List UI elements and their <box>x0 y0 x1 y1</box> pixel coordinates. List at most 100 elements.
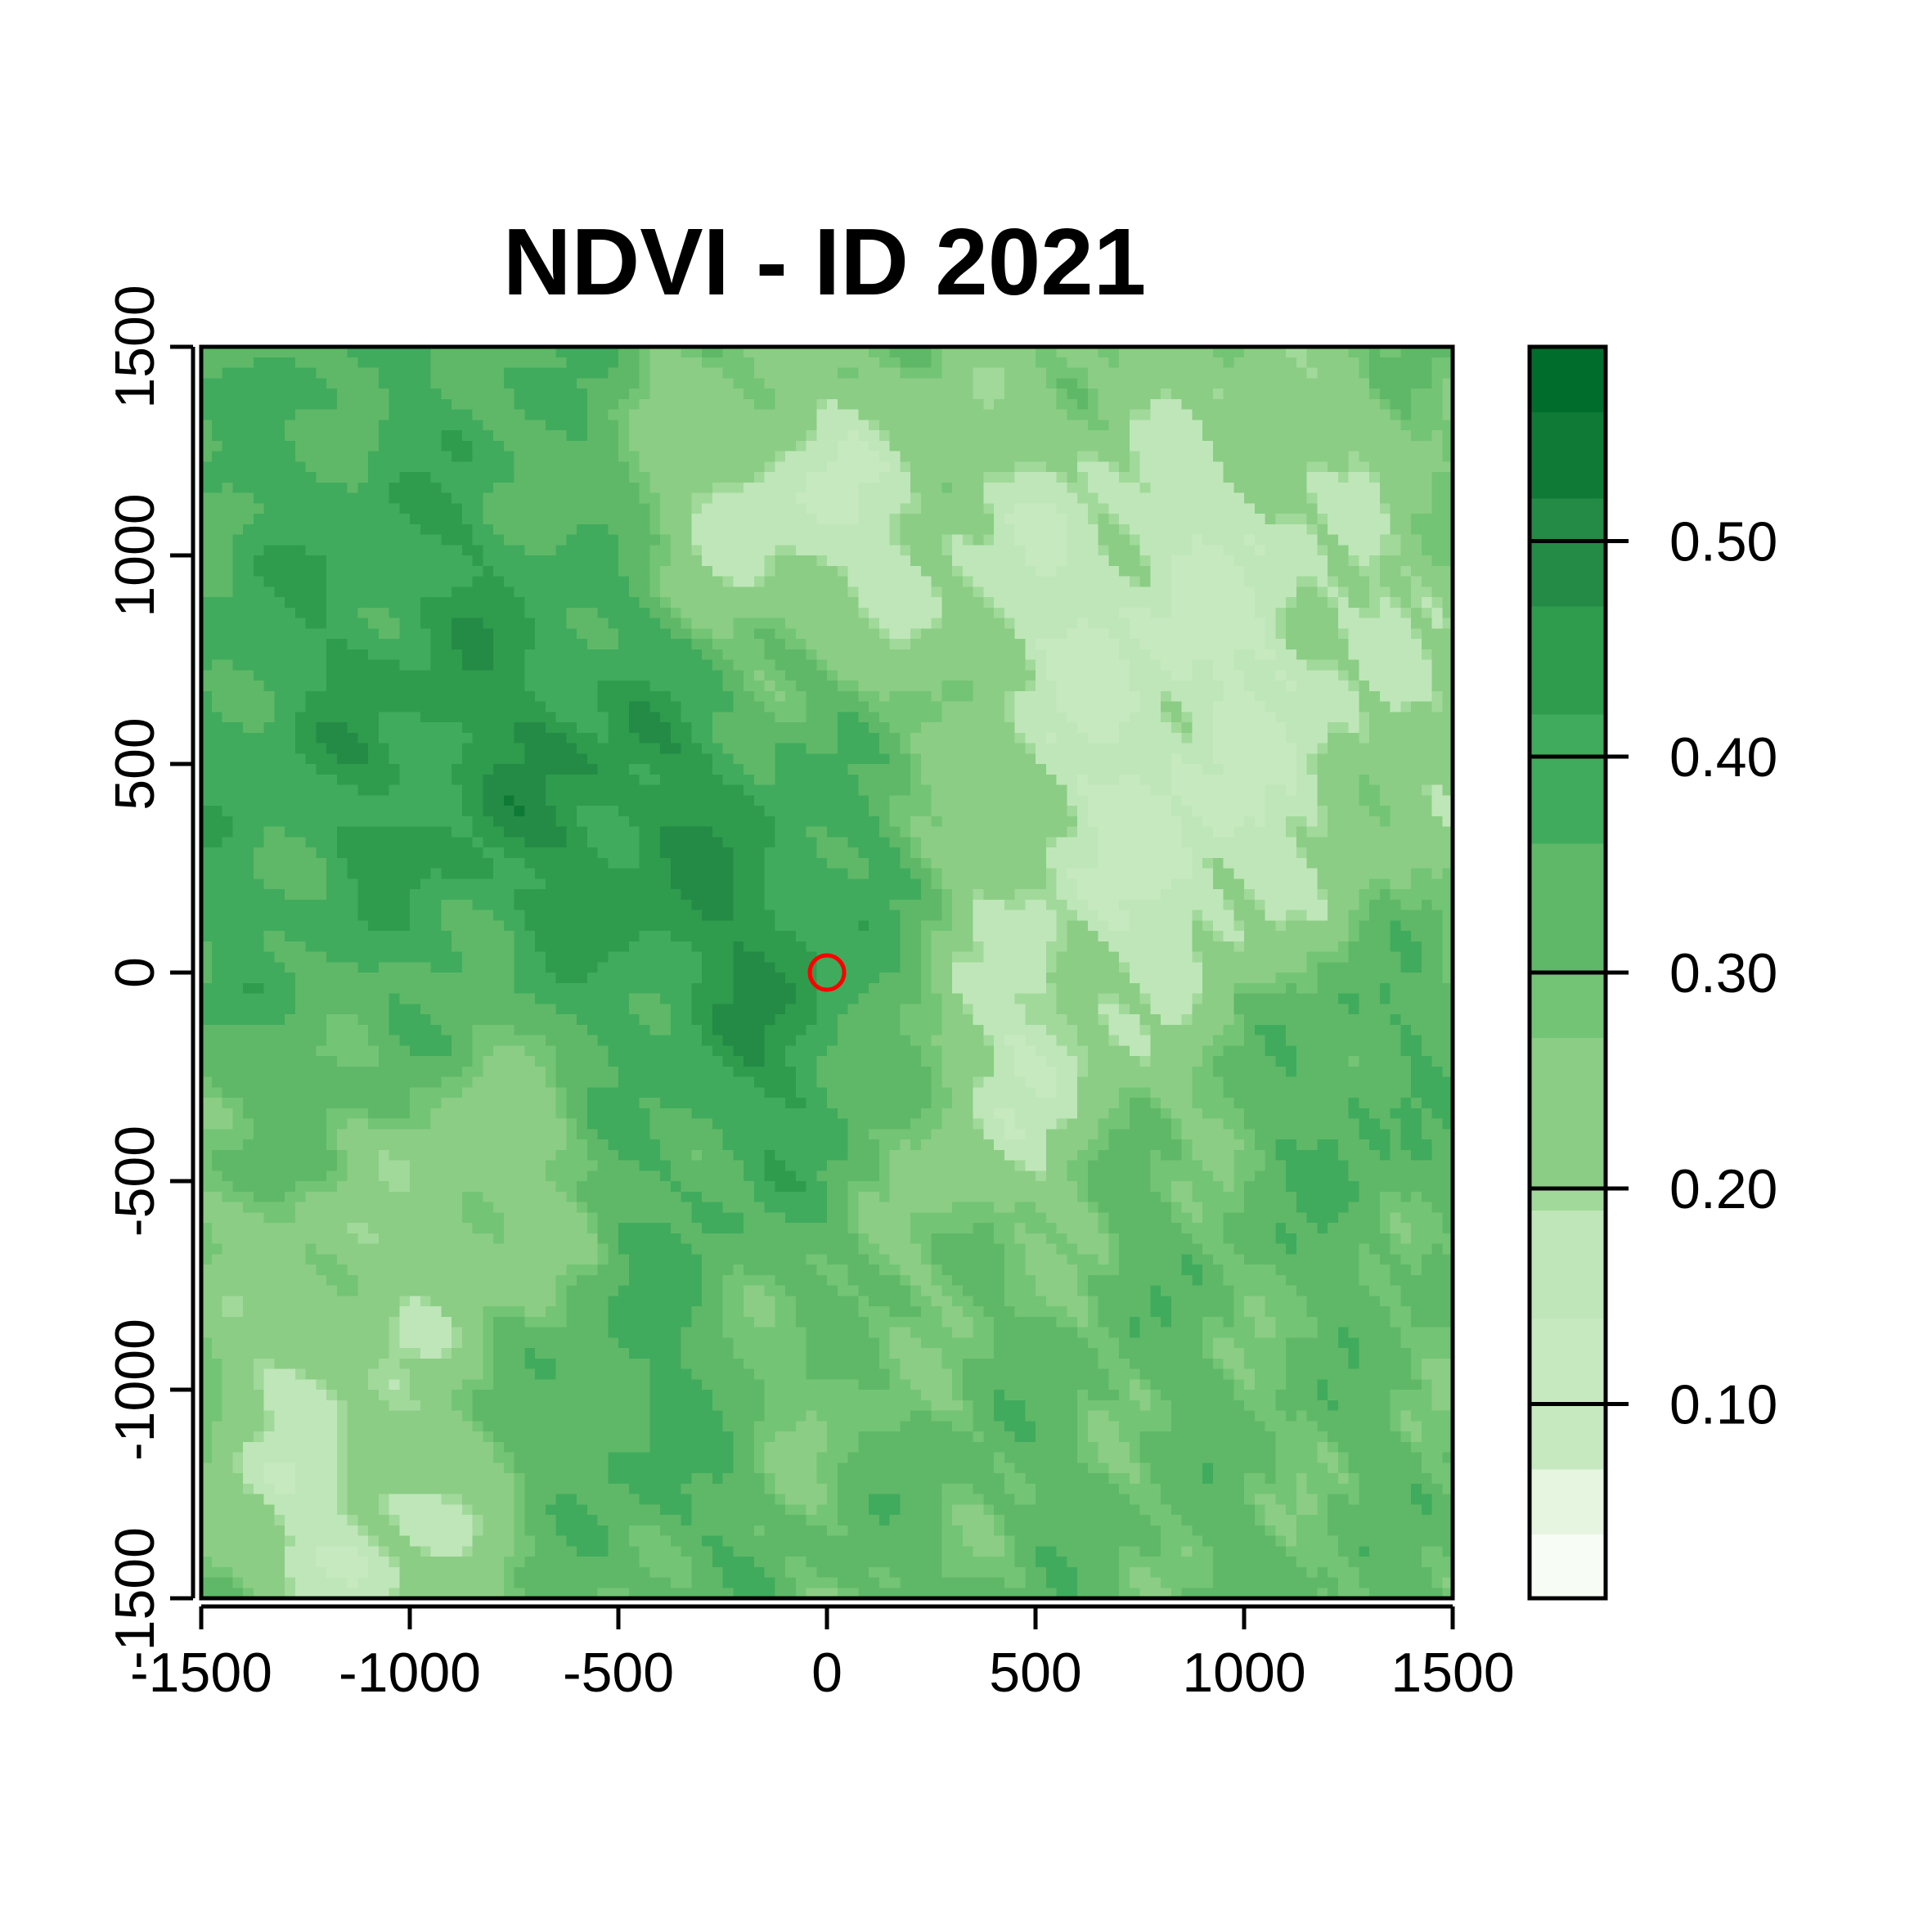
raster-cell <box>1025 586 1037 599</box>
raster-cell <box>702 347 713 358</box>
raster-cell <box>285 555 296 567</box>
raster-cell <box>910 607 922 619</box>
raster-cell <box>827 555 838 567</box>
raster-cell <box>858 440 870 452</box>
raster-cell <box>545 618 557 630</box>
raster-cell <box>1244 597 1256 609</box>
raster-cell <box>753 555 766 567</box>
raster-cell <box>1056 440 1068 452</box>
raster-cell <box>253 347 265 358</box>
raster-cell <box>1296 367 1308 380</box>
raster-cell <box>869 639 880 650</box>
raster-cell <box>274 576 286 588</box>
raster-cell <box>357 712 370 724</box>
raster-cell <box>222 357 234 369</box>
raster-cell <box>1087 743 1099 755</box>
raster-cell <box>535 576 546 588</box>
raster-cell <box>378 743 390 755</box>
raster-cell <box>1004 420 1016 432</box>
raster-cell <box>1431 451 1444 463</box>
raster-cell <box>973 753 985 766</box>
raster-cell <box>994 764 1005 775</box>
raster-cell <box>1421 347 1433 358</box>
raster-cell <box>649 722 662 734</box>
raster-cell <box>1119 482 1130 494</box>
raster-cell <box>441 639 453 650</box>
raster-cell <box>410 534 421 546</box>
raster-cell <box>1014 482 1027 494</box>
raster-cell <box>1192 482 1204 494</box>
raster-cell <box>764 534 776 546</box>
raster-cell <box>994 712 1005 724</box>
raster-cell <box>378 503 390 515</box>
raster-cell <box>555 440 568 452</box>
raster-cell <box>316 440 328 452</box>
raster-cell <box>211 597 223 609</box>
raster-cell <box>1421 576 1433 588</box>
raster-cell <box>389 514 401 525</box>
raster-cell <box>461 472 474 483</box>
raster-cell <box>827 440 838 452</box>
raster-cell <box>524 451 537 463</box>
raster-cell <box>1108 565 1121 577</box>
raster-cell <box>722 753 735 766</box>
raster-cell <box>514 378 526 390</box>
raster-cell <box>722 743 735 755</box>
raster-cell <box>483 597 495 609</box>
raster-cell <box>1067 597 1079 609</box>
raster-cell <box>201 514 213 525</box>
raster-cell <box>211 472 223 483</box>
raster-cell <box>1129 367 1141 380</box>
raster-cell <box>1421 367 1433 380</box>
raster-cell <box>670 461 682 474</box>
raster-cell <box>1317 347 1329 358</box>
raster-cell <box>211 639 223 650</box>
raster-cell <box>660 712 672 724</box>
raster-cell <box>764 389 776 400</box>
raster-cell <box>305 565 317 577</box>
raster-cell <box>670 743 682 755</box>
raster-cell <box>983 398 995 411</box>
raster-cell <box>1098 472 1110 483</box>
raster-cell <box>775 534 787 546</box>
raster-cell <box>1004 670 1016 682</box>
raster-cell <box>472 649 484 661</box>
raster-cell <box>368 764 380 775</box>
raster-cell <box>524 430 537 442</box>
raster-cell <box>1056 722 1068 734</box>
raster-cell <box>378 670 390 682</box>
raster-cell <box>1337 681 1350 692</box>
raster-cell <box>1045 743 1058 755</box>
raster-cell <box>994 545 1005 557</box>
raster-cell <box>1379 378 1391 390</box>
raster-cell <box>514 451 526 463</box>
raster-cell <box>660 618 672 630</box>
raster-cell <box>858 701 870 713</box>
raster-cell <box>1379 398 1391 411</box>
raster-cell <box>316 534 328 546</box>
raster-cell <box>628 576 640 588</box>
raster-cell <box>368 722 380 734</box>
raster-cell <box>973 503 985 515</box>
raster-cell <box>1379 690 1391 703</box>
raster-cell <box>1087 389 1099 400</box>
raster-cell <box>1337 670 1350 682</box>
raster-cell <box>1359 618 1371 630</box>
raster-cell <box>368 430 380 442</box>
raster-cell <box>243 482 254 494</box>
raster-cell <box>920 576 932 588</box>
raster-cell <box>555 597 568 609</box>
raster-cell <box>1348 618 1360 630</box>
raster-cell <box>900 681 912 692</box>
raster-cell <box>1244 420 1256 432</box>
raster-cell <box>1431 555 1444 567</box>
raster-cell <box>1328 659 1339 672</box>
raster-cell <box>1254 378 1266 390</box>
raster-cell <box>420 420 432 432</box>
raster-cell <box>285 618 296 630</box>
raster-cell <box>410 628 421 640</box>
raster-cell <box>1411 618 1422 630</box>
raster-cell <box>681 670 693 682</box>
raster-cell <box>1202 398 1214 411</box>
raster-cell <box>555 670 568 682</box>
